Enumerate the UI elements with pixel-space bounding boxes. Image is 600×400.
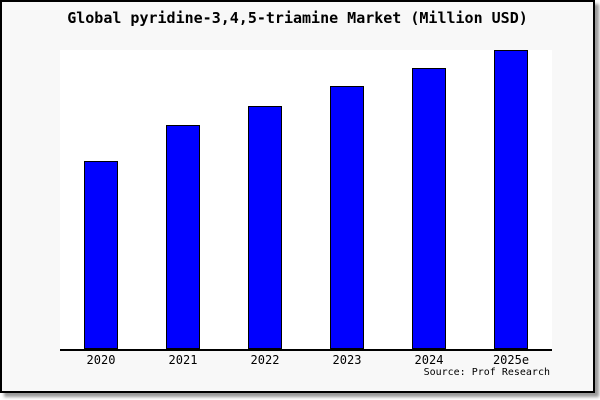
x-axis: 2020 2021 2022 2023 2024 2025e xyxy=(60,353,552,369)
source-credit: Source: Prof Research xyxy=(423,367,550,378)
x-tick-label-2022: 2022 xyxy=(250,353,280,367)
x-tick-label-2021: 2021 xyxy=(168,353,198,367)
chart-frame: Global pyridine-3,4,5-triamine Market (M… xyxy=(0,0,595,393)
bar-2024 xyxy=(411,68,446,349)
bar-2023 xyxy=(329,86,364,349)
chart-title: Global pyridine-3,4,5-triamine Market (M… xyxy=(67,9,528,27)
x-tick-label-2024: 2024 xyxy=(414,353,444,367)
bar-2021 xyxy=(165,125,200,349)
bar-2025e xyxy=(493,50,528,349)
x-tick-label-2025e: 2025e xyxy=(492,353,530,367)
bar-2022 xyxy=(247,106,282,349)
plot-area xyxy=(60,50,552,351)
bar-2020 xyxy=(83,161,118,349)
x-tick-label-2023: 2023 xyxy=(332,353,362,367)
x-tick-label-2020: 2020 xyxy=(86,353,116,367)
